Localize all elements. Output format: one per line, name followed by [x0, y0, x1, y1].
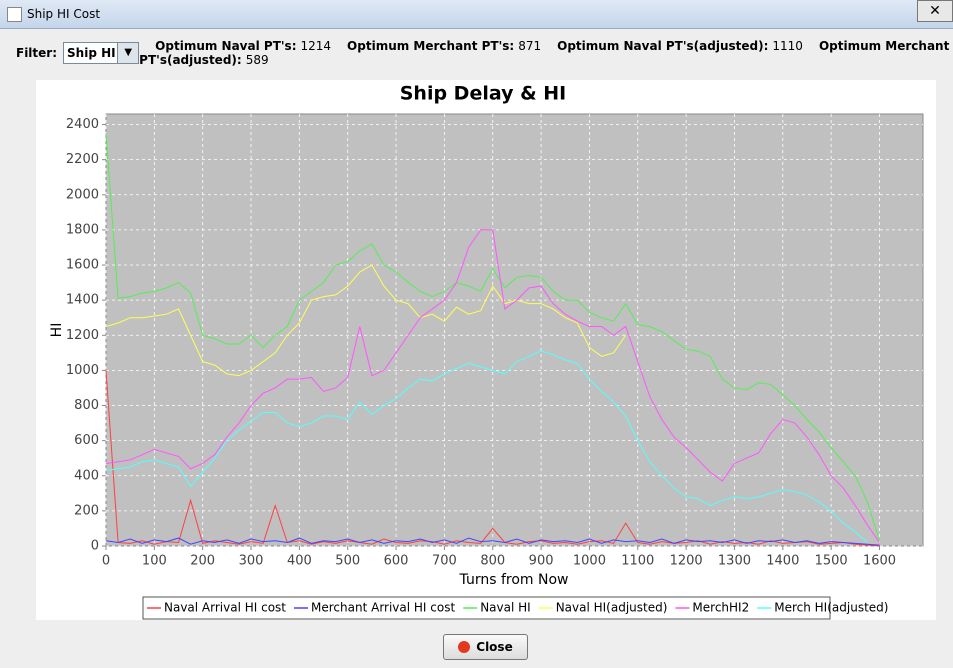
close-icon [458, 641, 471, 653]
x-tick-label: 1600 [863, 554, 896, 569]
x-tick-label: 0 [102, 554, 110, 569]
stat-label: Optimum Merchant PT's(adjusted): [139, 39, 950, 67]
stat-value: 871 [518, 39, 542, 53]
y-tick-label: 1000 [66, 363, 99, 378]
y-tick-label: 0 [91, 539, 99, 554]
stat-value: 1110 [772, 39, 803, 53]
x-axis-label: Turns from Now [459, 572, 569, 588]
x-tick-label: 1300 [718, 554, 751, 569]
legend-label: Naval HI [480, 601, 531, 615]
legend-label: Merch HI(adjusted) [774, 601, 888, 615]
y-axis-label: HI [49, 323, 65, 338]
stat-value: 1214 [300, 39, 332, 53]
x-tick-label: 600 [384, 554, 409, 569]
y-tick-label: 1200 [66, 328, 99, 343]
x-tick-label: 300 [239, 554, 264, 569]
y-tick-label: 1800 [66, 222, 99, 237]
x-tick-label: 1200 [670, 554, 703, 569]
series-line [105, 537, 880, 546]
y-tick-label: 2200 [66, 152, 99, 167]
stat: Optimum Naval PT's(adjusted): 1110 [557, 39, 803, 53]
combo-arrow[interactable]: ▼ [117, 43, 139, 63]
x-tick-label: 500 [335, 554, 360, 569]
close-button[interactable]: Close [443, 634, 528, 660]
y-tick-label: 400 [74, 468, 99, 483]
x-tick-label: 1000 [573, 554, 606, 569]
legend-label: Naval Arrival HI cost [164, 601, 286, 615]
chart: Ship Delay & HI Turns from Now HI 0 200 40… [36, 80, 936, 620]
stat: Optimum Merchant PT's: 871 [347, 39, 541, 53]
filter-combo[interactable]: Ship HI ▼ [63, 42, 140, 64]
y-tick-label: 800 [74, 398, 99, 413]
x-tick-label: 1500 [815, 554, 848, 569]
x-tick-label: 800 [480, 554, 505, 569]
filter-value: Ship HI [67, 46, 116, 60]
stat-label: Optimum Merchant PT's: [347, 39, 515, 53]
series-line [105, 229, 880, 543]
legend-label: Naval HI(adjusted) [556, 601, 668, 615]
y-tick-label: 600 [74, 433, 99, 448]
series-line [105, 370, 880, 547]
y-tick-label: 200 [74, 503, 99, 518]
series-line [105, 133, 880, 541]
stats: Optimum Naval PT's: 1214 Optimum Merchant … [139, 39, 953, 67]
plot-area [105, 113, 924, 547]
y-tick-label: 1400 [66, 293, 99, 308]
stat-label: Optimum Naval PT's: [155, 39, 297, 53]
title-bar: Ship HI Cost ✕ [0, 0, 953, 29]
legend [142, 596, 831, 620]
close-label: Close [476, 640, 513, 654]
y-tick-label: 2400 [66, 117, 99, 132]
x-tick-label: 400 [287, 554, 312, 569]
stat: Optimum Merchant PT's(adjusted): 589 [139, 39, 949, 67]
legend-label: Merchant Arrival HI cost [311, 601, 455, 615]
x-tick-label: 1100 [621, 554, 654, 569]
y-tick-label: 1600 [66, 258, 99, 273]
x-tick-label: 200 [190, 554, 215, 569]
filter-label: Filter: [16, 46, 58, 60]
stat: Optimum Naval PT's: 1214 [155, 39, 331, 53]
series-line [105, 350, 868, 543]
x-tick-label: 700 [432, 554, 457, 569]
y-tick-label: 2000 [66, 187, 99, 202]
stat-label: Optimum Naval PT's(adjusted): [557, 39, 769, 53]
window-title: Ship HI Cost [27, 7, 101, 21]
filter-row: Filter: Ship HI ▼ Optimum Naval PT's: 1214… [16, 39, 953, 67]
app-icon [7, 7, 22, 22]
legend-label: MerchHI2 [692, 601, 749, 615]
series-line [105, 264, 627, 377]
stat-value: 589 [245, 53, 269, 67]
chart-title: Ship Delay & HI [400, 83, 567, 105]
x-tick-label: 1400 [766, 554, 799, 569]
x-tick-label: 900 [529, 554, 554, 569]
x-tick-label: 100 [142, 554, 167, 569]
